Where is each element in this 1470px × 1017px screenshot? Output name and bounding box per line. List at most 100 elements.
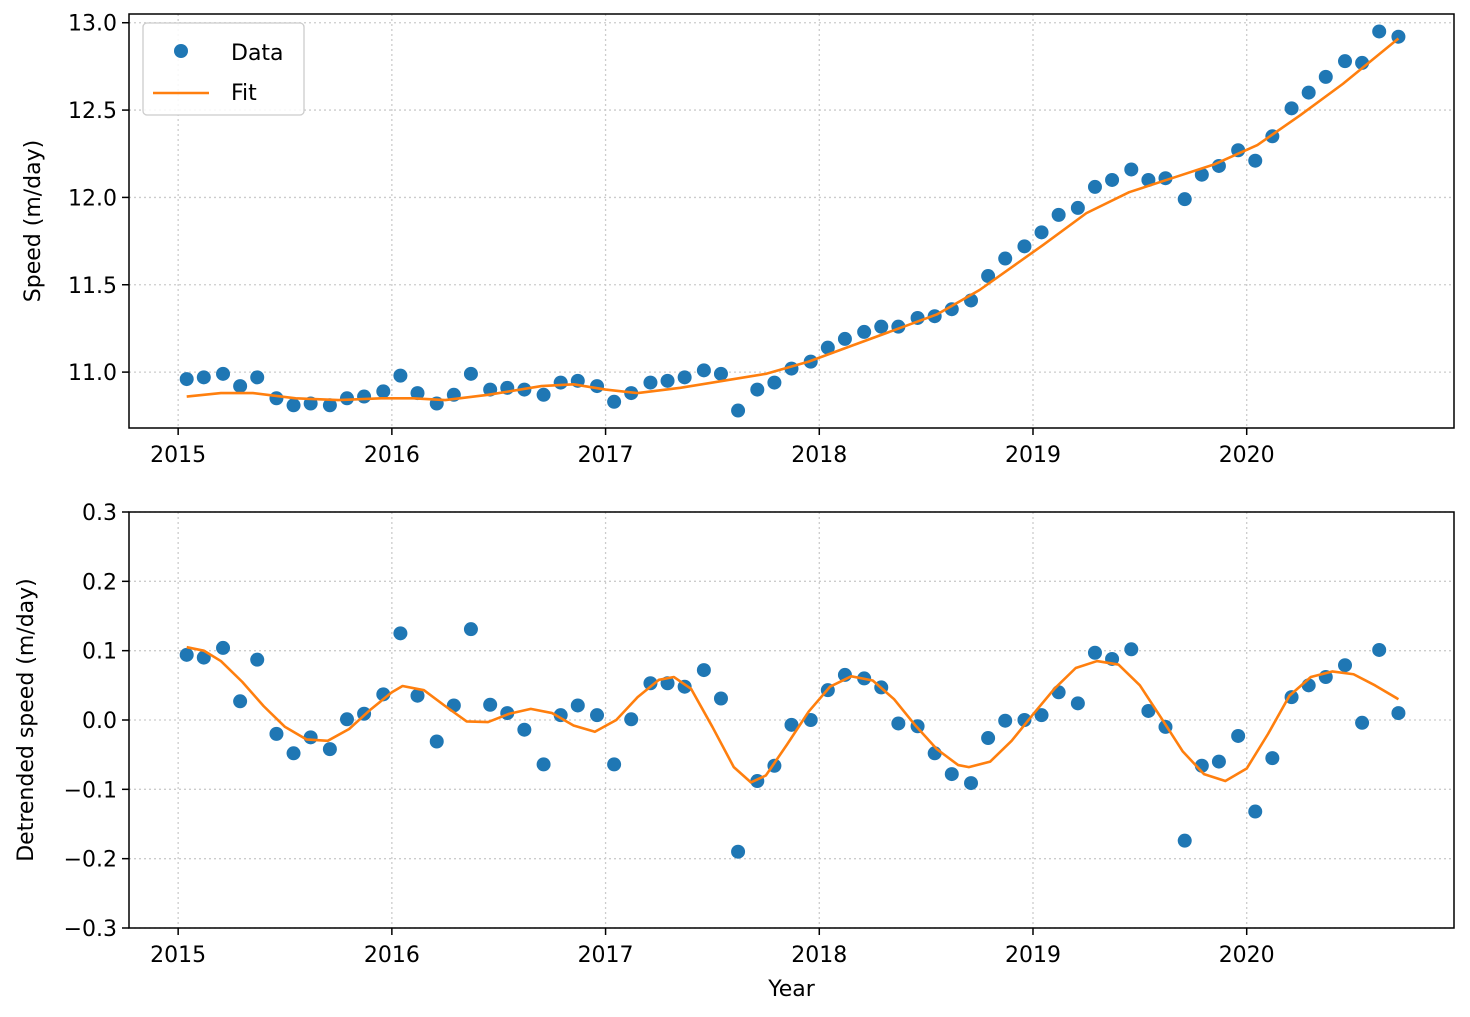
chart-1-x-tick-label: 2015: [150, 443, 206, 468]
chart-1-data-point: [750, 382, 765, 397]
chart-1-y-tick-label: 11.5: [68, 274, 117, 299]
chart-1-data-point: [607, 394, 622, 409]
chart-1-data-point: [322, 398, 337, 413]
chart-1-data-point: [767, 375, 782, 390]
chart-1-data-point: [820, 340, 835, 355]
chart-2-data-point: [964, 776, 979, 791]
chart-2-data-point: [624, 712, 639, 727]
chart-2-data-point: [303, 730, 318, 745]
chart-1-data-point: [1105, 172, 1120, 187]
chart-2-data-point: [981, 731, 996, 746]
chart-2-data-point: [590, 708, 605, 723]
chart-1-data-point: [837, 331, 852, 346]
chart-1-data-point: [339, 391, 354, 406]
legend: Data Fit: [142, 22, 305, 116]
chart-2-y-tick-label: −0.2: [64, 848, 117, 873]
chart-2-y-axis-label: Detrended speed (m/day): [14, 578, 39, 862]
chart-1-data-point: [536, 387, 551, 402]
chart-2-data-point: [286, 746, 301, 761]
chart-1-data-point: [357, 389, 372, 404]
chart-2-data-point: [393, 626, 408, 641]
chart-1-data-point: [463, 366, 478, 381]
chart-2-data-point: [1124, 642, 1139, 657]
chart-2-data-point: [339, 712, 354, 727]
chart-1-data-point: [1070, 200, 1085, 215]
chart-2-data-point: [1087, 645, 1102, 660]
chart-1-data-point: [998, 251, 1013, 266]
chart-1-data-point: [981, 269, 996, 284]
chart-2-data-point: [1248, 804, 1263, 819]
chart-1-x-tick-label: 2016: [364, 443, 420, 468]
chart-2-data-point: [446, 698, 461, 713]
chart-2-y-tick-label: −0.3: [64, 917, 117, 942]
chart-2-data-point: [1355, 715, 1370, 730]
chart-1-data-point: [643, 375, 658, 390]
chart-1-data-point: [216, 366, 231, 381]
chart-1-data-point: [1034, 225, 1049, 240]
chart-2-y-tick-label: 0.2: [82, 570, 117, 595]
chart-2-y-tick-label: 0.1: [82, 640, 117, 665]
chart-2-data-point: [570, 698, 585, 713]
chart-1-data-point: [179, 372, 194, 387]
chart-1-data-point: [874, 319, 889, 334]
chart-2-data-point: [410, 688, 425, 703]
chart-1-data-point: [393, 368, 408, 383]
chart-2-y-tick-label: 0.3: [82, 501, 117, 526]
chart-1-data-point: [696, 363, 711, 378]
chart-1-data-point: [1087, 179, 1102, 194]
chart-2-y-tick-label: −0.1: [64, 778, 117, 803]
chart-2-data-point: [998, 713, 1013, 728]
chart-2-data-point: [322, 742, 337, 757]
chart-2-data-point: [803, 713, 818, 727]
chart-2-data-point: [1070, 696, 1085, 711]
chart-2-y-tick-label: 0.0: [82, 709, 117, 734]
chart-2-data-point: [643, 676, 658, 691]
chart-1-data-point: [1051, 207, 1066, 222]
chart-2-data-point: [233, 694, 248, 709]
chart-2-data-point: [696, 663, 711, 678]
chart-2-data-point: [1338, 658, 1353, 673]
chart-1-y-tick-label: 11.0: [68, 361, 117, 386]
chart-2-data-point: [944, 767, 959, 782]
chart-2-data-point: [891, 716, 906, 731]
chart-2-data-point: [269, 726, 284, 741]
chart-1-data-point: [660, 373, 675, 388]
chart-1-data-point: [1318, 69, 1333, 84]
chart-2-data-point: [483, 697, 498, 712]
chart-2-x-tick-label: 2018: [791, 943, 847, 968]
chart-2-data-point: [1017, 713, 1032, 727]
chart-2-data-point: [1034, 708, 1049, 723]
chart-1-data-point: [1338, 54, 1353, 69]
chart-2-data-point: [429, 734, 444, 749]
chart-1-data-point: [1017, 239, 1032, 254]
detrended-panel: 2015 2016 2017 2018 2019 2020 −0.3 −0.2 −0.1 0.0 0…: [14, 501, 1455, 1002]
chart-1-data-point: [1372, 24, 1387, 39]
chart-1-data-point: [1301, 85, 1316, 100]
chart-2-data-point: [463, 622, 478, 637]
chart-2-data-point: [1265, 751, 1280, 766]
chart-1-data-point: [677, 370, 692, 385]
chart-2-data-point: [1051, 685, 1066, 700]
chart-1-data-point: [286, 398, 301, 413]
chart-2-data-point: [1141, 703, 1156, 718]
chart-1-x-tick-label: 2020: [1219, 443, 1275, 468]
chart-1-data-point: [1248, 153, 1263, 168]
chart-2-x-tick-label: 2016: [364, 943, 420, 968]
chart-1-data-point: [1284, 101, 1299, 116]
chart-2-data-point: [731, 844, 746, 859]
chart-2-data-point: [1177, 833, 1192, 848]
chart-1-data-point: [1194, 167, 1209, 182]
chart-1-data-point: [410, 386, 425, 401]
chart-1-data-point: [731, 403, 746, 418]
chart-2-data-point: [536, 757, 551, 772]
chart-2-data-point: [517, 722, 532, 737]
chart-2-data-point: [713, 691, 728, 706]
chart-1-data-point: [196, 370, 211, 385]
chart-1-data-point: [713, 366, 728, 381]
speed-panel: 2015 2016 2017 2018 2019 2020 11.0 11.5 12.0 12.5…: [21, 12, 1455, 468]
chart-2-data-point: [216, 640, 231, 655]
chart-1-data-point: [857, 324, 872, 339]
chart-2-data-point: [1231, 728, 1246, 743]
chart-2-data-point: [1211, 754, 1226, 769]
